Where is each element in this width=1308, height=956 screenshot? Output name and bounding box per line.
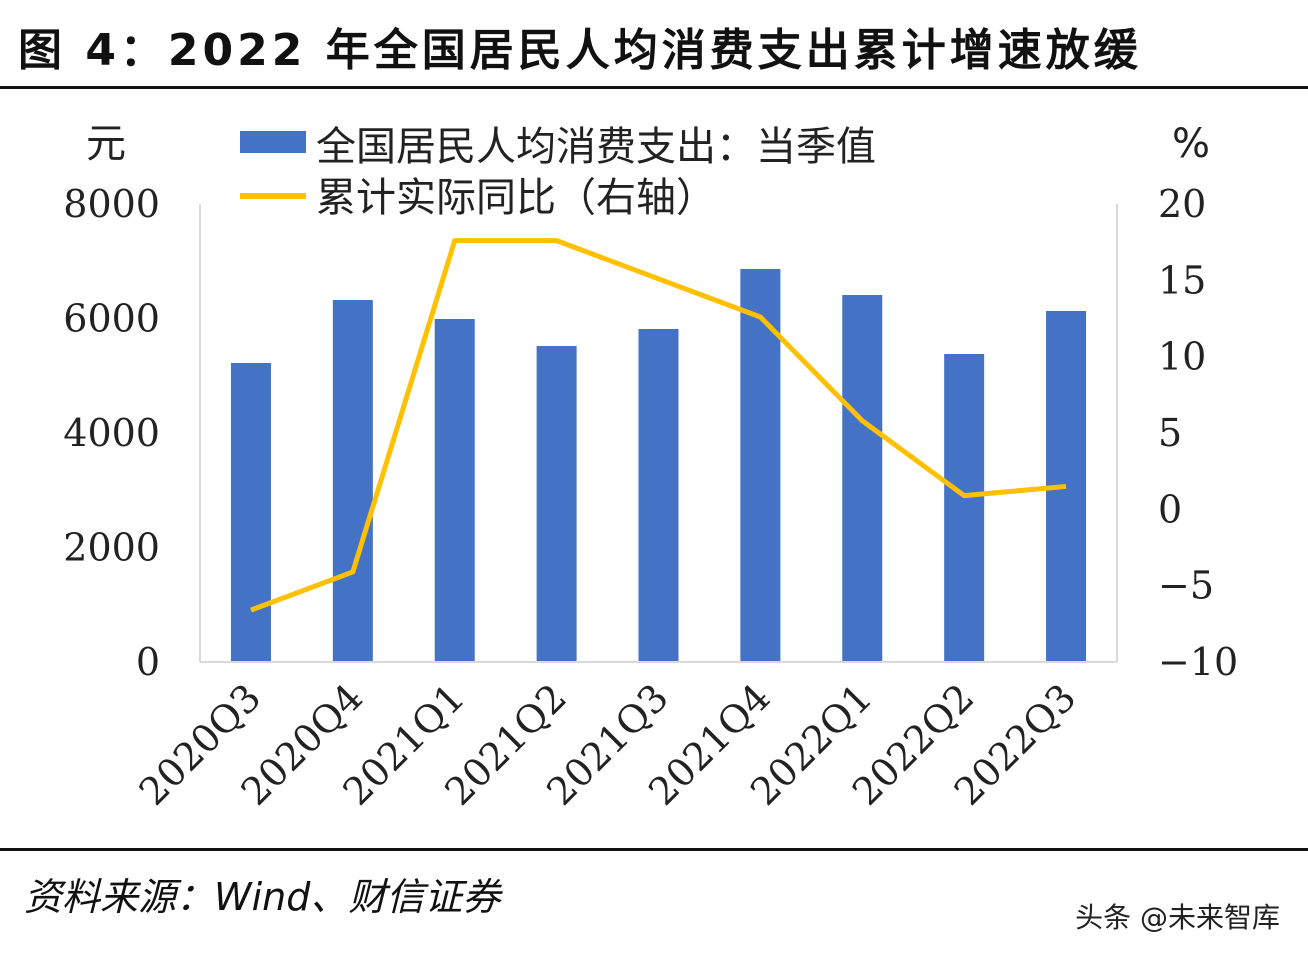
source-note: 资料来源：Wind、财信证券 — [24, 875, 501, 919]
right-tick-label: 10 — [1158, 335, 1206, 379]
bar-2021Q4 — [740, 268, 781, 662]
legend-label-line: 累计实际同比（右轴） — [316, 175, 716, 221]
bar-2021Q2 — [536, 345, 577, 662]
left-tick-label: 4000 — [63, 411, 160, 455]
bar-2022Q1 — [842, 295, 883, 662]
figure-title: 图 4：2022 年全国居民人均消费支出累计增速放缓 — [18, 25, 1142, 76]
left-tick-label: 0 — [136, 640, 160, 684]
right-tick-label: 15 — [1158, 258, 1206, 302]
bar-2020Q3 — [230, 362, 271, 662]
left-tick-label: 6000 — [63, 297, 160, 341]
bottom-divider — [0, 848, 1308, 851]
bar-2021Q3 — [638, 328, 679, 662]
left-tick-label: 8000 — [63, 182, 160, 226]
watermark: 头条 @未来智库 — [1075, 901, 1280, 934]
legend-swatch-bar — [240, 131, 306, 153]
right-axis-unit: % — [1172, 121, 1210, 167]
bar-2021Q1 — [434, 319, 475, 662]
right-tick-label: 5 — [1158, 411, 1182, 455]
top-divider — [0, 86, 1308, 89]
right-tick-label: −10 — [1158, 640, 1238, 684]
right-tick-label: 20 — [1158, 182, 1206, 226]
right-tick-label: 0 — [1158, 487, 1182, 531]
legend-label-bar: 全国居民人均消费支出：当季值 — [316, 124, 876, 170]
right-tick-label: −5 — [1158, 564, 1214, 608]
left-axis-unit: 元 — [86, 121, 126, 167]
bar-2022Q2 — [944, 353, 985, 662]
bar-2020Q4 — [332, 300, 373, 662]
left-tick-label: 2000 — [63, 526, 160, 570]
